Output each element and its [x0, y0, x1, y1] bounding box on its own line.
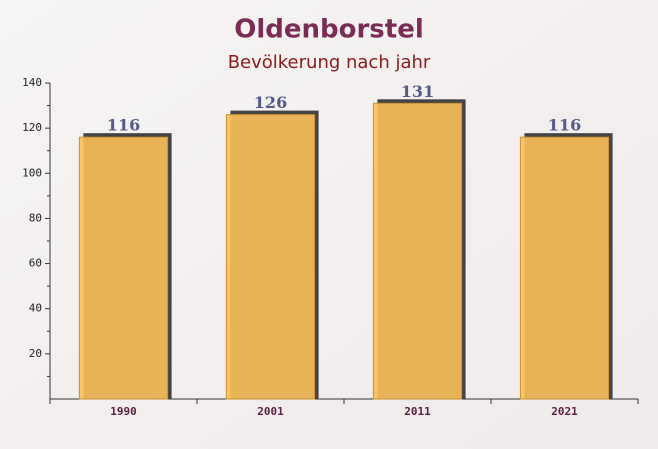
- bar: [519, 136, 610, 400]
- value-label: 126: [254, 93, 287, 112]
- bar: [78, 136, 169, 400]
- value-label: 116: [107, 116, 140, 135]
- y-tick-label: 100: [22, 166, 42, 179]
- bar: [225, 114, 316, 400]
- x-tick-label: 2021: [551, 405, 578, 418]
- chart-title: Oldenborstel: [234, 15, 424, 45]
- y-tick-label: 20: [29, 347, 42, 360]
- y-tick-label: 40: [29, 302, 42, 315]
- value-label: 116: [548, 116, 581, 135]
- y-tick-label: 80: [29, 211, 42, 224]
- x-tick-label: 1990: [110, 405, 137, 418]
- y-tick-label: 60: [29, 257, 42, 270]
- y-tick-label: 120: [22, 121, 42, 134]
- chart-subtitle: Bevölkerung nach jahr: [228, 52, 431, 73]
- x-tick-label: 2011: [404, 405, 431, 418]
- x-tick-label: 2001: [257, 405, 284, 418]
- value-label: 131: [401, 82, 434, 101]
- y-tick-label: 140: [22, 76, 42, 89]
- bar: [372, 102, 463, 400]
